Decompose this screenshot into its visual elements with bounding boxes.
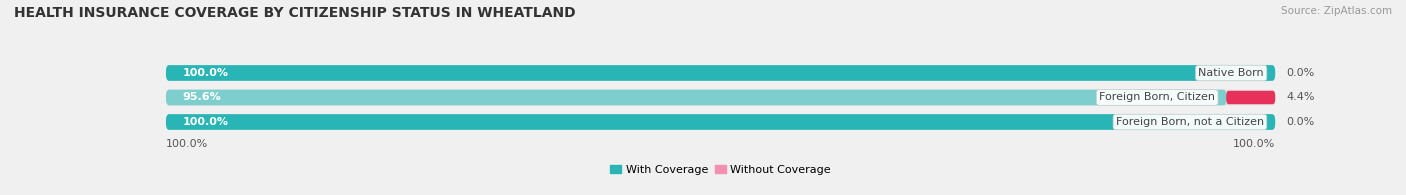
- Text: HEALTH INSURANCE COVERAGE BY CITIZENSHIP STATUS IN WHEATLAND: HEALTH INSURANCE COVERAGE BY CITIZENSHIP…: [14, 6, 575, 20]
- Text: 95.6%: 95.6%: [183, 92, 221, 103]
- Text: 100.0%: 100.0%: [166, 139, 208, 149]
- Text: Foreign Born, not a Citizen: Foreign Born, not a Citizen: [1116, 117, 1264, 127]
- FancyBboxPatch shape: [166, 65, 1275, 81]
- Text: Native Born: Native Born: [1198, 68, 1264, 78]
- Text: 0.0%: 0.0%: [1286, 117, 1315, 127]
- FancyBboxPatch shape: [1226, 91, 1275, 104]
- Text: Foreign Born, Citizen: Foreign Born, Citizen: [1099, 92, 1215, 103]
- FancyBboxPatch shape: [166, 90, 1275, 105]
- Text: Source: ZipAtlas.com: Source: ZipAtlas.com: [1281, 6, 1392, 16]
- Text: 0.0%: 0.0%: [1286, 68, 1315, 78]
- Text: 100.0%: 100.0%: [1233, 139, 1275, 149]
- FancyBboxPatch shape: [166, 114, 1275, 130]
- FancyBboxPatch shape: [166, 65, 1275, 81]
- Text: 100.0%: 100.0%: [183, 117, 229, 127]
- Text: 100.0%: 100.0%: [183, 68, 229, 78]
- Legend: With Coverage, Without Coverage: With Coverage, Without Coverage: [606, 160, 835, 179]
- FancyBboxPatch shape: [166, 114, 1275, 130]
- FancyBboxPatch shape: [166, 90, 1226, 105]
- Text: 4.4%: 4.4%: [1286, 92, 1315, 103]
